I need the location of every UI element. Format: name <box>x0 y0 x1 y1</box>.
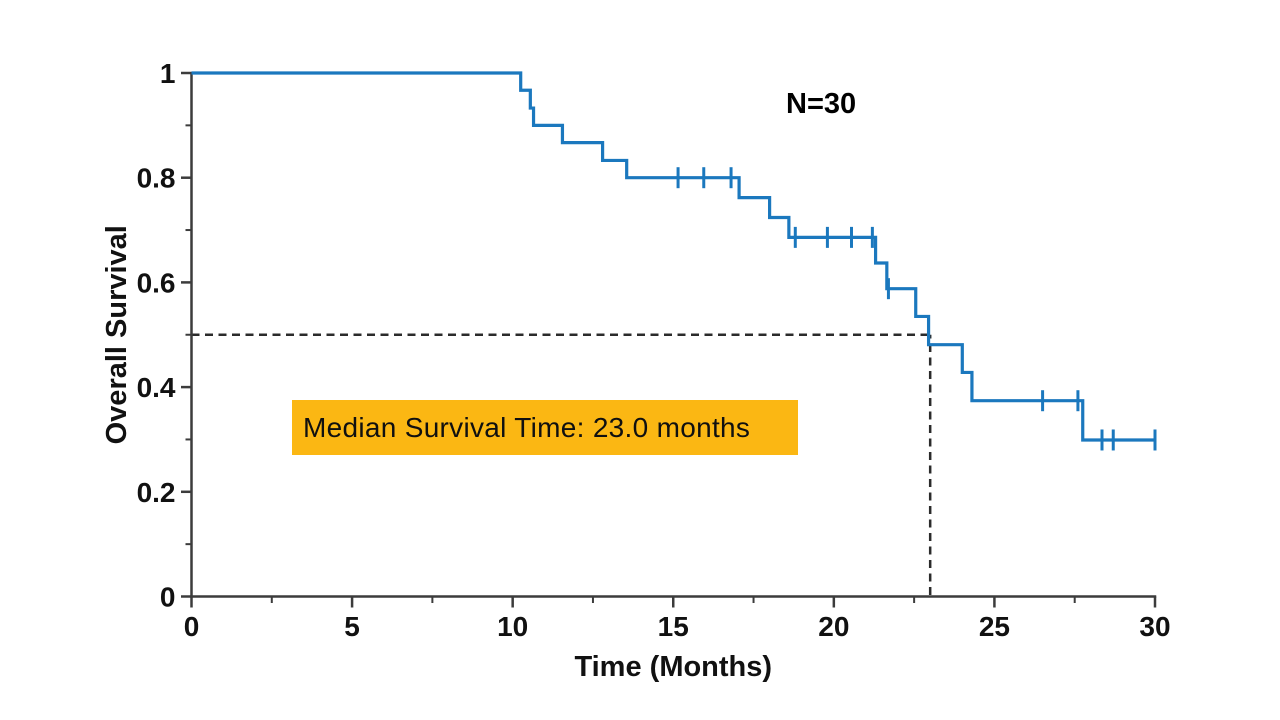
median-survival-annotation: Median Survival Time: 23.0 months <box>292 400 798 455</box>
y-tick-label: 0.2 <box>137 477 176 508</box>
y-tick-label: 0.6 <box>137 267 176 298</box>
y-tick-label: 0 <box>160 582 176 613</box>
x-tick-label: 15 <box>658 611 689 642</box>
x-tick-label: 10 <box>497 611 528 642</box>
y-tick-label: 1 <box>160 58 176 89</box>
x-tick-label: 0 <box>184 611 200 642</box>
x-tick-label: 30 <box>1139 611 1170 642</box>
sample-size-label: N=30 <box>786 88 857 120</box>
x-tick-label: 5 <box>344 611 360 642</box>
y-tick-label: 0.4 <box>137 372 176 403</box>
x-axis-title: Time (Months) <box>574 651 772 683</box>
x-tick-label: 20 <box>818 611 849 642</box>
y-tick-label: 0.8 <box>137 163 176 194</box>
survival-step-curve <box>191 71 1155 442</box>
x-tick-label: 25 <box>979 611 1010 642</box>
y-axis-title: Overall Survival <box>101 225 133 444</box>
